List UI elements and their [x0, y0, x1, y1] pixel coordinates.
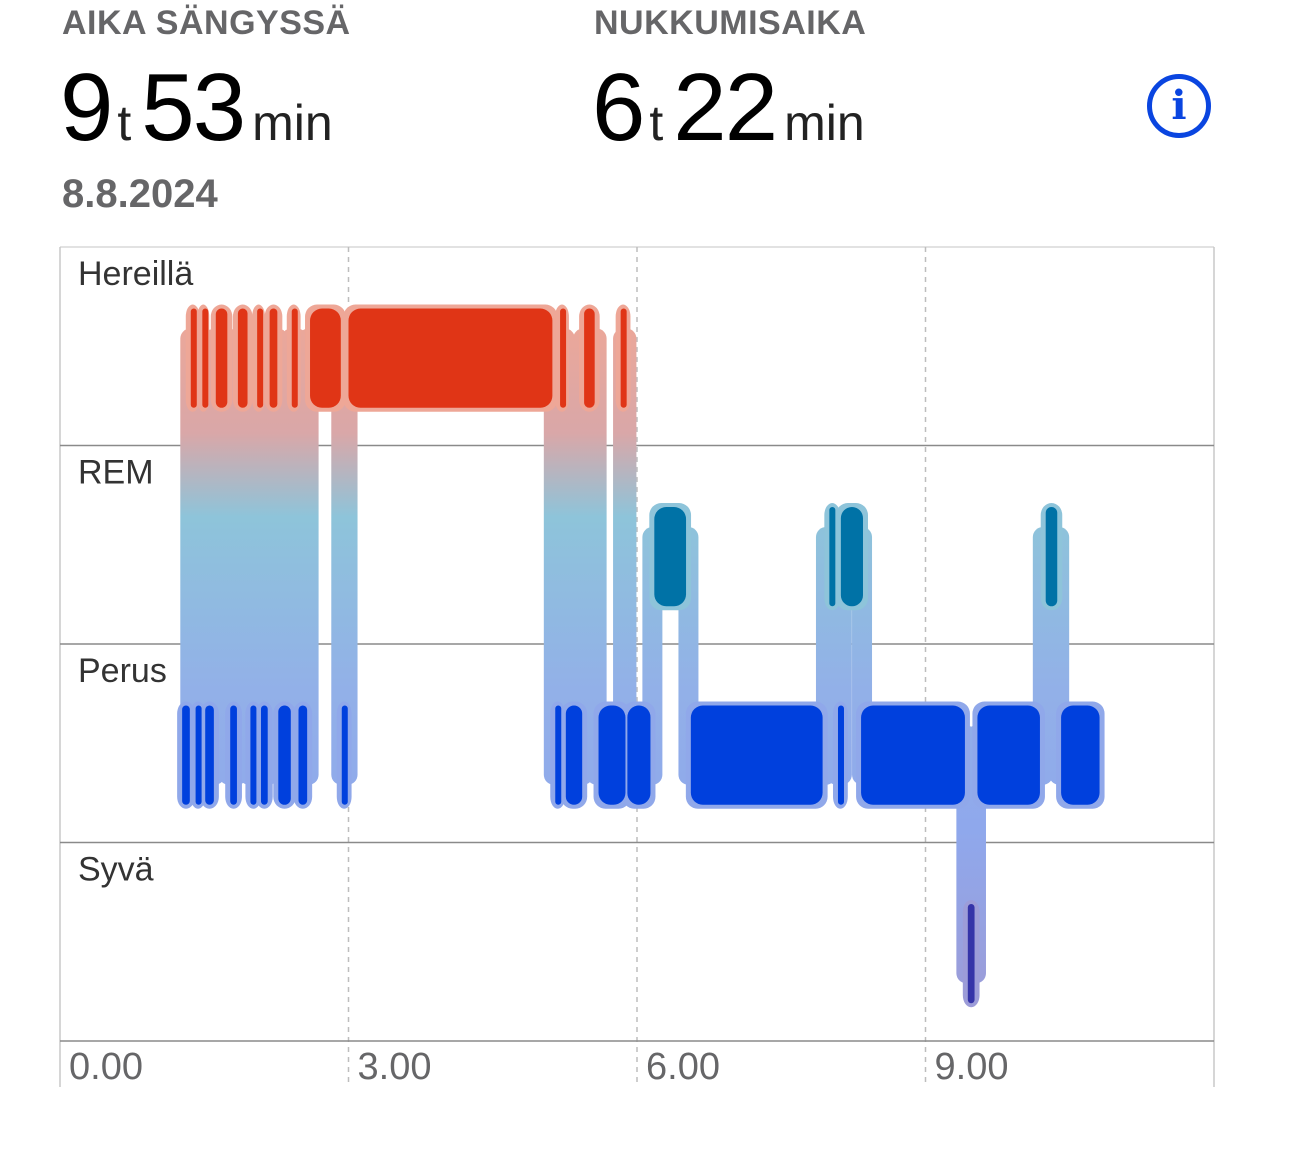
stage-block	[269, 308, 278, 408]
stage-block	[840, 507, 863, 607]
stage-block	[560, 308, 567, 408]
stage-transition	[298, 328, 319, 785]
stage-block	[967, 904, 975, 1004]
stage-block	[237, 308, 248, 408]
stage-block	[1045, 507, 1058, 607]
stage-block	[230, 705, 237, 805]
stage-block	[310, 308, 341, 408]
info-button[interactable]: i	[1147, 74, 1211, 138]
stage-block	[829, 507, 836, 607]
x-tick-label: 3.00	[358, 1046, 432, 1088]
stage-block	[195, 705, 202, 805]
stage-block	[627, 705, 651, 805]
stage-block	[584, 308, 595, 408]
stage-label: Perus	[78, 652, 167, 690]
asleep-label: NUKKUMISAIKA	[594, 4, 867, 42]
date-label: 8.8.2024	[62, 172, 218, 216]
x-tick-label: 6.00	[646, 1046, 720, 1088]
in-bed-minutes-unit: min	[252, 95, 333, 151]
stage-block	[257, 308, 264, 408]
stage-block	[250, 705, 257, 805]
stage-block	[215, 308, 228, 408]
stage-block	[205, 705, 214, 805]
stage-transition	[337, 328, 358, 785]
info-circle-icon: i	[1171, 82, 1187, 129]
in-bed-hours-unit: t	[117, 95, 132, 151]
x-tick-label: 0.00	[69, 1046, 143, 1088]
stage-block	[298, 705, 308, 805]
stage-block	[598, 705, 626, 805]
stage-block	[861, 705, 965, 805]
stage-block	[260, 705, 268, 805]
stage-block	[190, 308, 197, 408]
stage-label: Hereillä	[78, 255, 193, 293]
stage-transition	[586, 328, 607, 785]
stage-block	[348, 308, 553, 408]
in-bed-value: 9 t 53 min	[60, 58, 333, 158]
stage-block	[565, 705, 583, 805]
stage-block	[555, 705, 562, 805]
stage-block	[654, 507, 687, 607]
asleep-value: 6 t 22 min	[592, 58, 865, 158]
stage-block	[837, 705, 844, 805]
asleep-hours-unit: t	[649, 95, 664, 151]
stage-block	[278, 705, 291, 805]
stage-block	[1061, 705, 1100, 805]
stage-block	[202, 308, 209, 408]
stage-label: Syvä	[78, 851, 154, 889]
asleep-minutes: 22	[673, 54, 778, 161]
in-bed-minutes: 53	[141, 54, 246, 161]
stage-block	[620, 308, 627, 408]
stage-transition	[554, 328, 575, 785]
stage-block	[341, 705, 348, 805]
in-bed-label: AIKA SÄNGYSSÄ	[62, 4, 351, 42]
stage-label: REM	[78, 454, 154, 492]
stage-block	[182, 705, 190, 805]
stage-block	[291, 308, 298, 408]
stage-block	[977, 705, 1040, 805]
stage-block	[690, 705, 823, 805]
asleep-hours: 6	[592, 54, 645, 161]
in-bed-hours: 9	[60, 54, 113, 161]
stage-transition	[616, 328, 637, 785]
x-tick-label: 9.00	[935, 1046, 1009, 1088]
asleep-minutes-unit: min	[784, 95, 865, 151]
